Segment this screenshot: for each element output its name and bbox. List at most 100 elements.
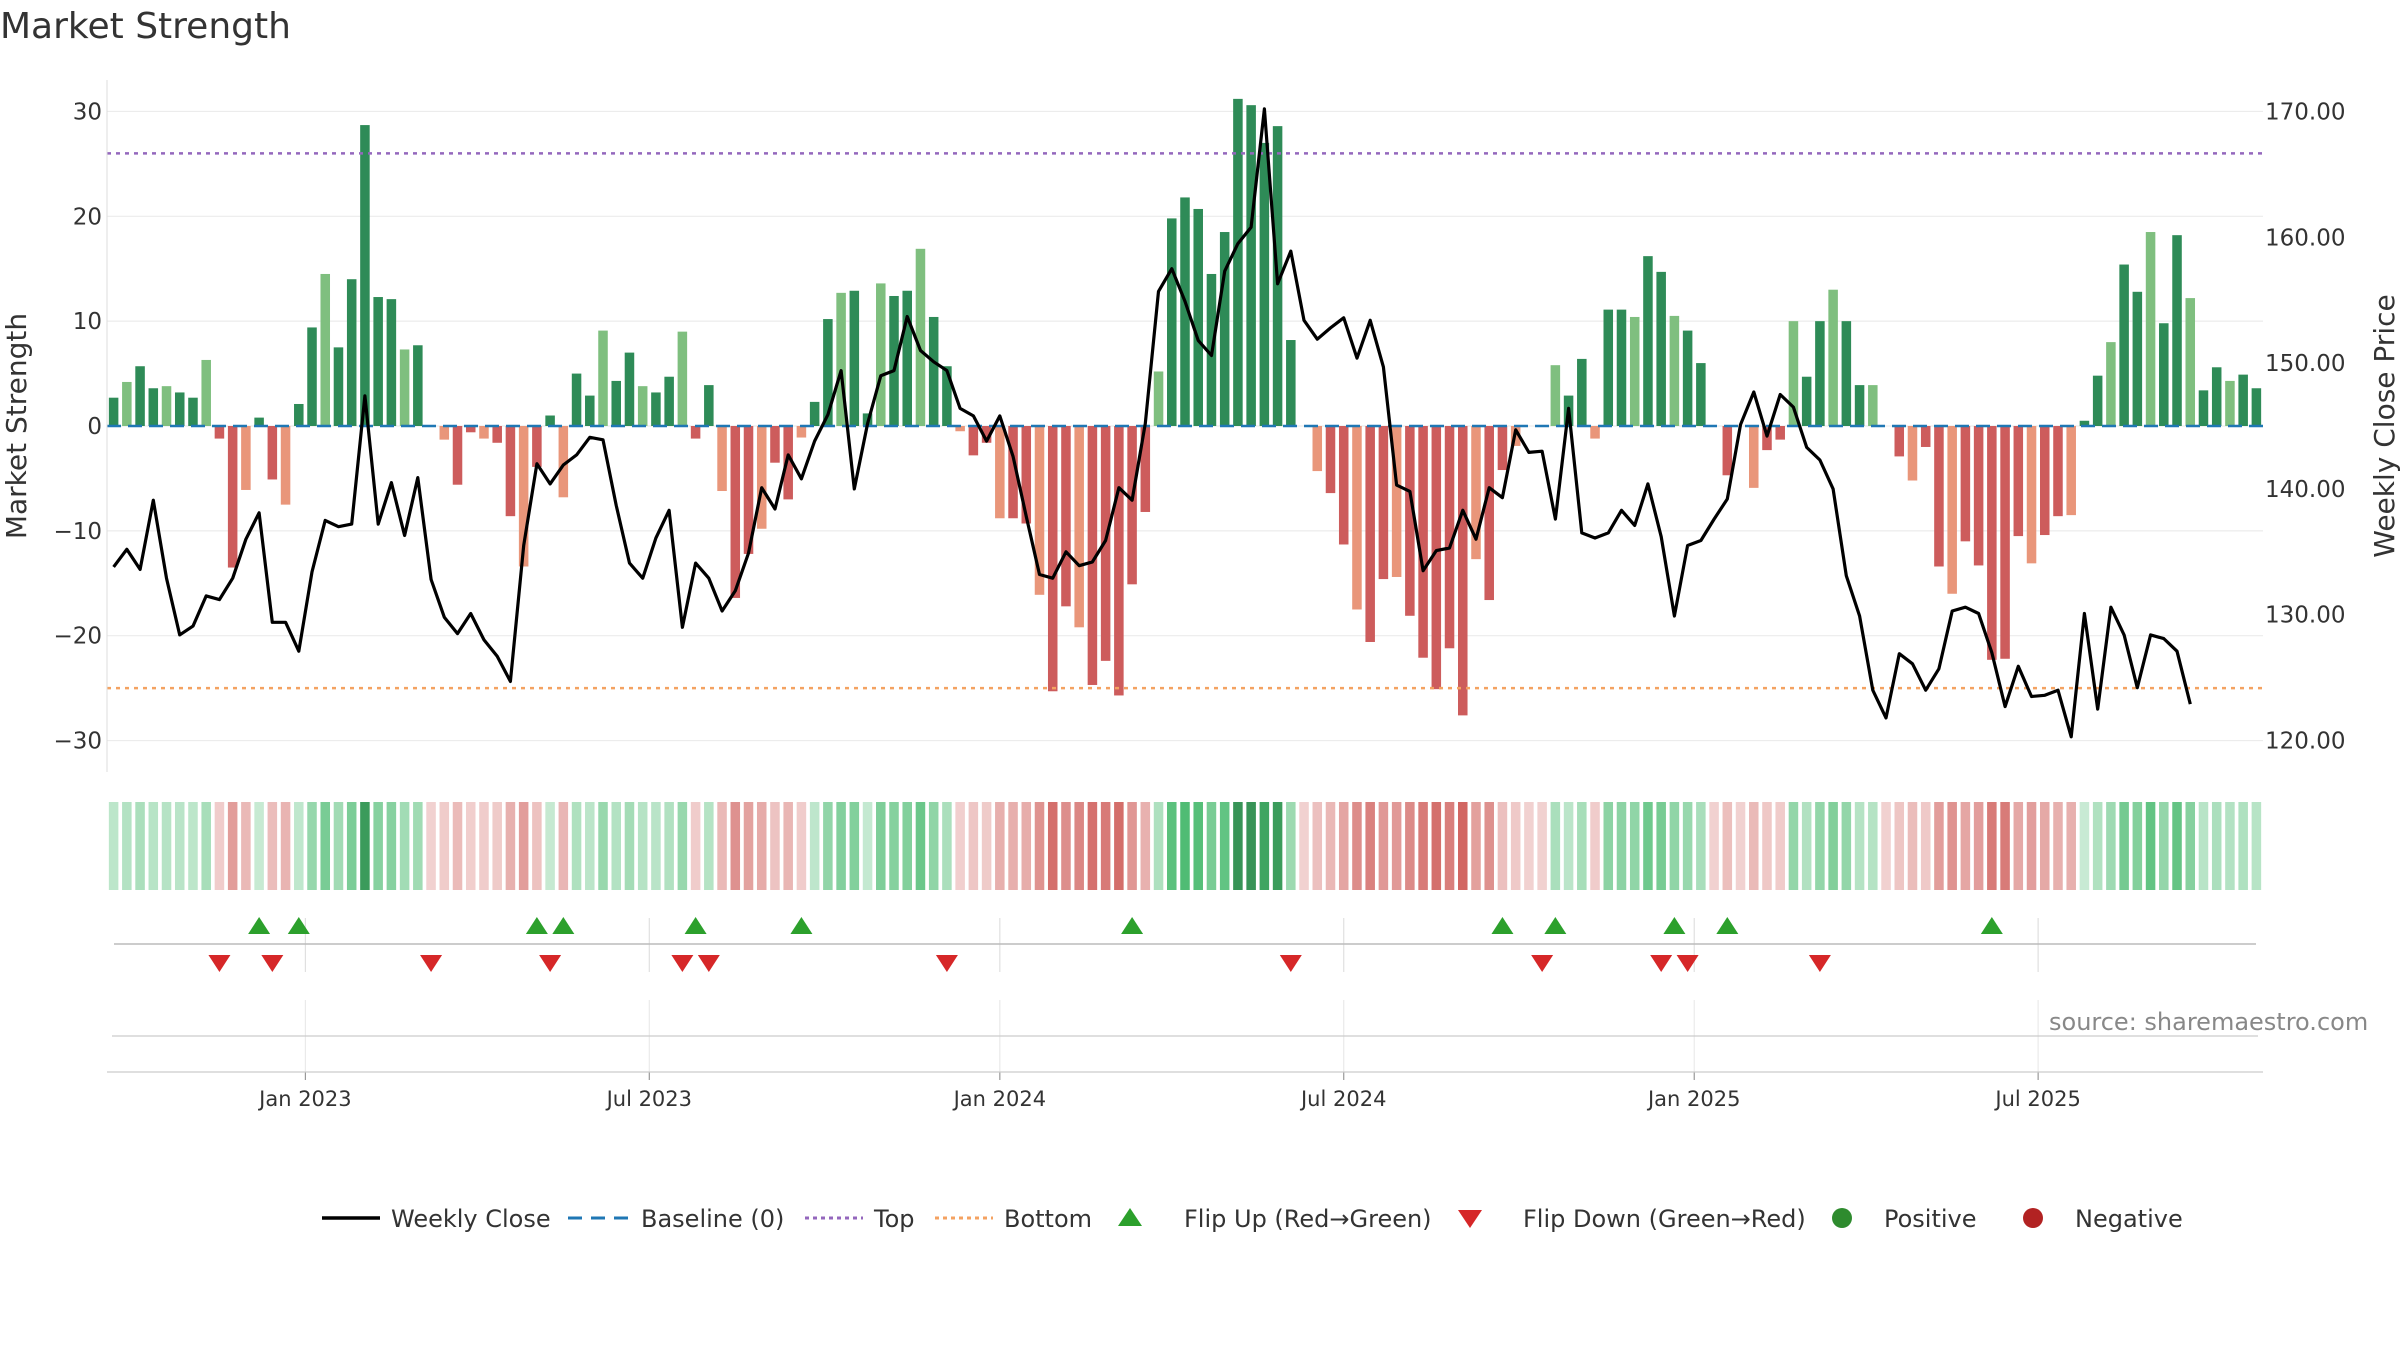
- strength-bar: [2053, 426, 2063, 517]
- heat-cell: [1669, 802, 1680, 890]
- heat-cell: [1272, 802, 1283, 890]
- heat-cell: [465, 802, 476, 890]
- flip-up-marker: [1980, 917, 2003, 934]
- strength-bar: [955, 426, 965, 432]
- strength-bar: [1219, 232, 1230, 426]
- strength-bar: [241, 426, 251, 490]
- strength-bar: [1193, 208, 1203, 426]
- legend-item: Negative: [2023, 1205, 2183, 1233]
- heat-cell: [2039, 802, 2050, 890]
- date-tick-label: Jul 2024: [1299, 1087, 1386, 1111]
- heat-cell: [809, 802, 820, 890]
- strength-bar: [2079, 420, 2090, 426]
- flip-down-marker: [1531, 955, 1554, 972]
- reference-lines: [107, 152, 2263, 690]
- heat-cell: [1682, 802, 1693, 890]
- strength-bar: [492, 426, 502, 443]
- strength-bar: [1656, 271, 1666, 426]
- strength-bar: [545, 415, 555, 426]
- strength-bar: [2013, 426, 2024, 537]
- heat-cell: [2211, 802, 2222, 890]
- strength-bar: [1180, 197, 1190, 426]
- heat-cell: [955, 802, 965, 890]
- strength-bar: [2185, 298, 2196, 426]
- strength-bar: [677, 331, 688, 426]
- heat-cell: [1286, 802, 1296, 890]
- heat-cell: [677, 802, 688, 890]
- flip-up-marker: [1663, 917, 1686, 934]
- legend-item: Positive: [1832, 1205, 1977, 1233]
- strength-bar: [108, 397, 119, 426]
- strength-bar: [161, 386, 172, 426]
- y-left-tick-label: −20: [53, 624, 102, 650]
- heat-cell: [624, 802, 635, 890]
- strength-bar: [1907, 426, 1918, 481]
- heat-cell: [241, 802, 251, 890]
- strength-bar: [571, 373, 582, 426]
- strength-bar: [1087, 426, 1098, 685]
- heat-cell: [2092, 802, 2103, 890]
- heat-cell: [836, 802, 846, 890]
- strength-bar: [386, 299, 397, 426]
- heat-cell: [1391, 802, 1402, 890]
- flip-down-marker: [697, 955, 720, 972]
- strength-bar: [889, 295, 899, 426]
- strength-bar: [1405, 426, 1415, 616]
- strength-bar: [1153, 371, 1164, 426]
- strength-bars: [108, 98, 2262, 716]
- y-left-tick-label: 30: [73, 99, 102, 125]
- strength-bar: [1987, 426, 1997, 660]
- heat-cell: [413, 802, 423, 890]
- strength-bar: [598, 330, 608, 426]
- heat-cell: [452, 802, 463, 890]
- flip-up-marker: [248, 917, 271, 934]
- heat-cell: [2185, 802, 2196, 890]
- flip-down-marker: [261, 955, 284, 972]
- legend-label: Top: [873, 1205, 915, 1233]
- y-left-axis-title: Market Strength: [0, 313, 33, 539]
- heat-cell: [1788, 802, 1799, 890]
- flip-down-marker: [1808, 955, 1831, 972]
- strength-bar: [1391, 426, 1402, 577]
- heat-cell: [161, 802, 172, 890]
- heat-cell: [1868, 802, 1878, 890]
- heat-cell: [532, 802, 542, 890]
- heat-cell: [1431, 802, 1442, 890]
- heat-cell: [558, 802, 569, 890]
- strength-bar: [2159, 323, 2169, 426]
- heat-cell: [1709, 802, 1719, 890]
- date-axis: Jan 2023 Jul 2023 Jan 2024 Jul 2024 Jan 2025…: [107, 1000, 2263, 1111]
- strength-bar: [902, 290, 912, 426]
- heat-cell: [2119, 802, 2129, 890]
- strength-bar: [664, 376, 674, 426]
- strength-bar: [1034, 426, 1045, 595]
- strength-bar: [1550, 365, 1561, 426]
- legend-triangle-down-icon: [1458, 1210, 1482, 1228]
- heat-cell: [346, 802, 357, 890]
- strength-bar: [1458, 426, 1468, 716]
- strength-bar: [505, 426, 516, 517]
- heat-cell: [1378, 802, 1389, 890]
- heat-cell: [1167, 802, 1177, 890]
- strength-bar: [2225, 380, 2235, 426]
- strength-bar: [1894, 426, 1905, 457]
- heat-cell: [1034, 802, 1045, 890]
- heat-cell: [1577, 802, 1587, 890]
- strength-bar: [307, 327, 317, 426]
- heat-cell: [995, 802, 1005, 890]
- strength-bar: [1762, 426, 1772, 451]
- heat-cell: [1762, 802, 1772, 890]
- strength-bar: [2132, 291, 2143, 426]
- strength-bar: [174, 392, 185, 426]
- heat-cell: [399, 802, 410, 890]
- heat-cell: [1140, 802, 1151, 890]
- strength-bar: [1246, 105, 1256, 426]
- strength-bar: [465, 426, 476, 433]
- heat-cell: [2172, 802, 2182, 890]
- heat-cell: [1497, 802, 1508, 890]
- strength-bar: [1616, 309, 1627, 426]
- heat-cell: [2066, 802, 2076, 890]
- strength-bar: [783, 426, 793, 500]
- y-right-tick-label: 130.00: [2265, 603, 2345, 629]
- heat-cell: [849, 802, 860, 890]
